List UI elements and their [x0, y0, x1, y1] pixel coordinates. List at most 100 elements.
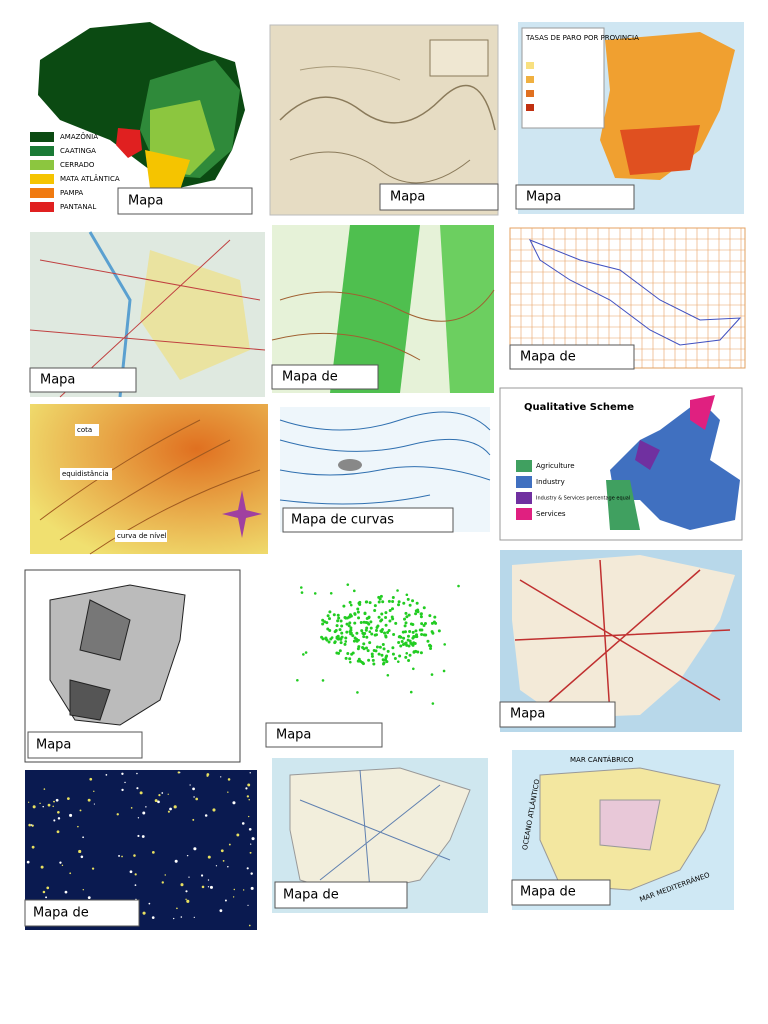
dot: [339, 641, 343, 645]
star: [206, 773, 210, 776]
dot: [431, 702, 435, 705]
map-contour-lines: Mapa de curvas: [279, 407, 491, 533]
dot: [420, 622, 424, 626]
star: [28, 823, 31, 827]
legend-text: Industry & Services percentage equal: [536, 496, 630, 502]
star: [161, 881, 164, 884]
dot: [430, 673, 434, 676]
dot: [377, 615, 381, 619]
dot: [361, 662, 365, 666]
dot: [384, 615, 388, 619]
dot: [370, 652, 374, 656]
star: [52, 805, 54, 808]
map-spain-grayscale: Mapa: [24, 569, 241, 763]
star: [77, 825, 79, 828]
star: [193, 847, 197, 851]
star: [42, 805, 44, 808]
dot: [414, 612, 418, 616]
star: [118, 854, 121, 857]
dot: [335, 624, 339, 628]
dot: [349, 660, 352, 664]
dot: [370, 654, 374, 658]
dot: [373, 633, 377, 637]
dot: [362, 632, 366, 636]
dot: [345, 630, 349, 634]
legend-text: Agriculture: [536, 462, 575, 470]
star: [56, 830, 60, 834]
star: [136, 787, 139, 790]
dot: [414, 609, 418, 613]
dot: [359, 621, 363, 625]
dot: [378, 645, 382, 649]
star: [142, 911, 146, 915]
star: [61, 864, 64, 867]
star: [66, 797, 70, 800]
dot: [407, 658, 411, 662]
dot: [296, 678, 299, 682]
dot: [397, 603, 401, 607]
dot: [360, 629, 364, 633]
dot: [352, 639, 356, 643]
star: [242, 889, 245, 891]
dot: [357, 638, 360, 642]
dot: [429, 647, 433, 651]
dot: [365, 635, 369, 639]
dot: [353, 636, 357, 640]
star: [227, 866, 229, 868]
dot: [327, 640, 331, 644]
dot: [404, 621, 408, 625]
dot: [408, 603, 412, 607]
star: [32, 805, 36, 809]
star: [142, 811, 146, 815]
dot: [313, 592, 317, 595]
dot: [369, 620, 373, 624]
sea-name: MAR CANTÁBRICO: [570, 755, 634, 764]
dot: [368, 630, 372, 634]
star: [134, 873, 137, 876]
dot: [362, 635, 366, 639]
dot: [422, 606, 426, 610]
dot: [428, 614, 432, 618]
star: [139, 791, 143, 795]
dot: [403, 617, 407, 621]
map-spain-roads: Mapa: [499, 550, 742, 732]
map-roads: Mapa: [29, 231, 266, 398]
star: [91, 867, 95, 870]
label: Mapa: [526, 190, 561, 205]
note: curva de nível: [117, 532, 167, 540]
dot: [338, 628, 342, 632]
dot: [369, 626, 373, 630]
dot: [384, 611, 388, 615]
dot: [349, 603, 353, 607]
dot: [434, 621, 438, 625]
map-grid: Mapa de: [509, 227, 746, 370]
dot: [396, 589, 399, 592]
star: [59, 861, 62, 864]
star: [220, 849, 224, 853]
dot: [457, 584, 460, 588]
label: Mapa de: [520, 350, 576, 365]
dot: [419, 615, 423, 619]
star: [169, 807, 172, 811]
dot: [386, 630, 390, 634]
star: [173, 805, 177, 809]
star: [141, 835, 145, 838]
dot: [362, 642, 366, 646]
dot: [428, 643, 432, 647]
dot: [391, 652, 395, 656]
dot: [413, 642, 417, 646]
dot: [302, 653, 305, 656]
dot: [344, 636, 348, 640]
star: [93, 803, 95, 805]
note: equidistância: [62, 470, 109, 478]
dot: [407, 644, 411, 648]
star: [161, 792, 164, 794]
dot: [335, 637, 339, 640]
dot: [344, 656, 348, 660]
dot: [418, 628, 422, 632]
dot: [330, 636, 334, 639]
dot: [362, 620, 366, 624]
dot: [442, 669, 446, 673]
star: [207, 879, 210, 881]
star: [177, 771, 180, 774]
